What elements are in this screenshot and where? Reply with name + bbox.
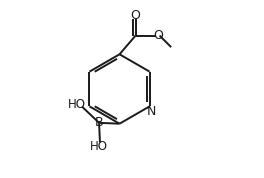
Text: O: O (131, 9, 140, 22)
Text: HO: HO (68, 98, 86, 111)
Text: HO: HO (90, 140, 108, 153)
Text: B: B (95, 116, 103, 129)
Text: O: O (153, 29, 163, 42)
Text: N: N (147, 105, 157, 118)
